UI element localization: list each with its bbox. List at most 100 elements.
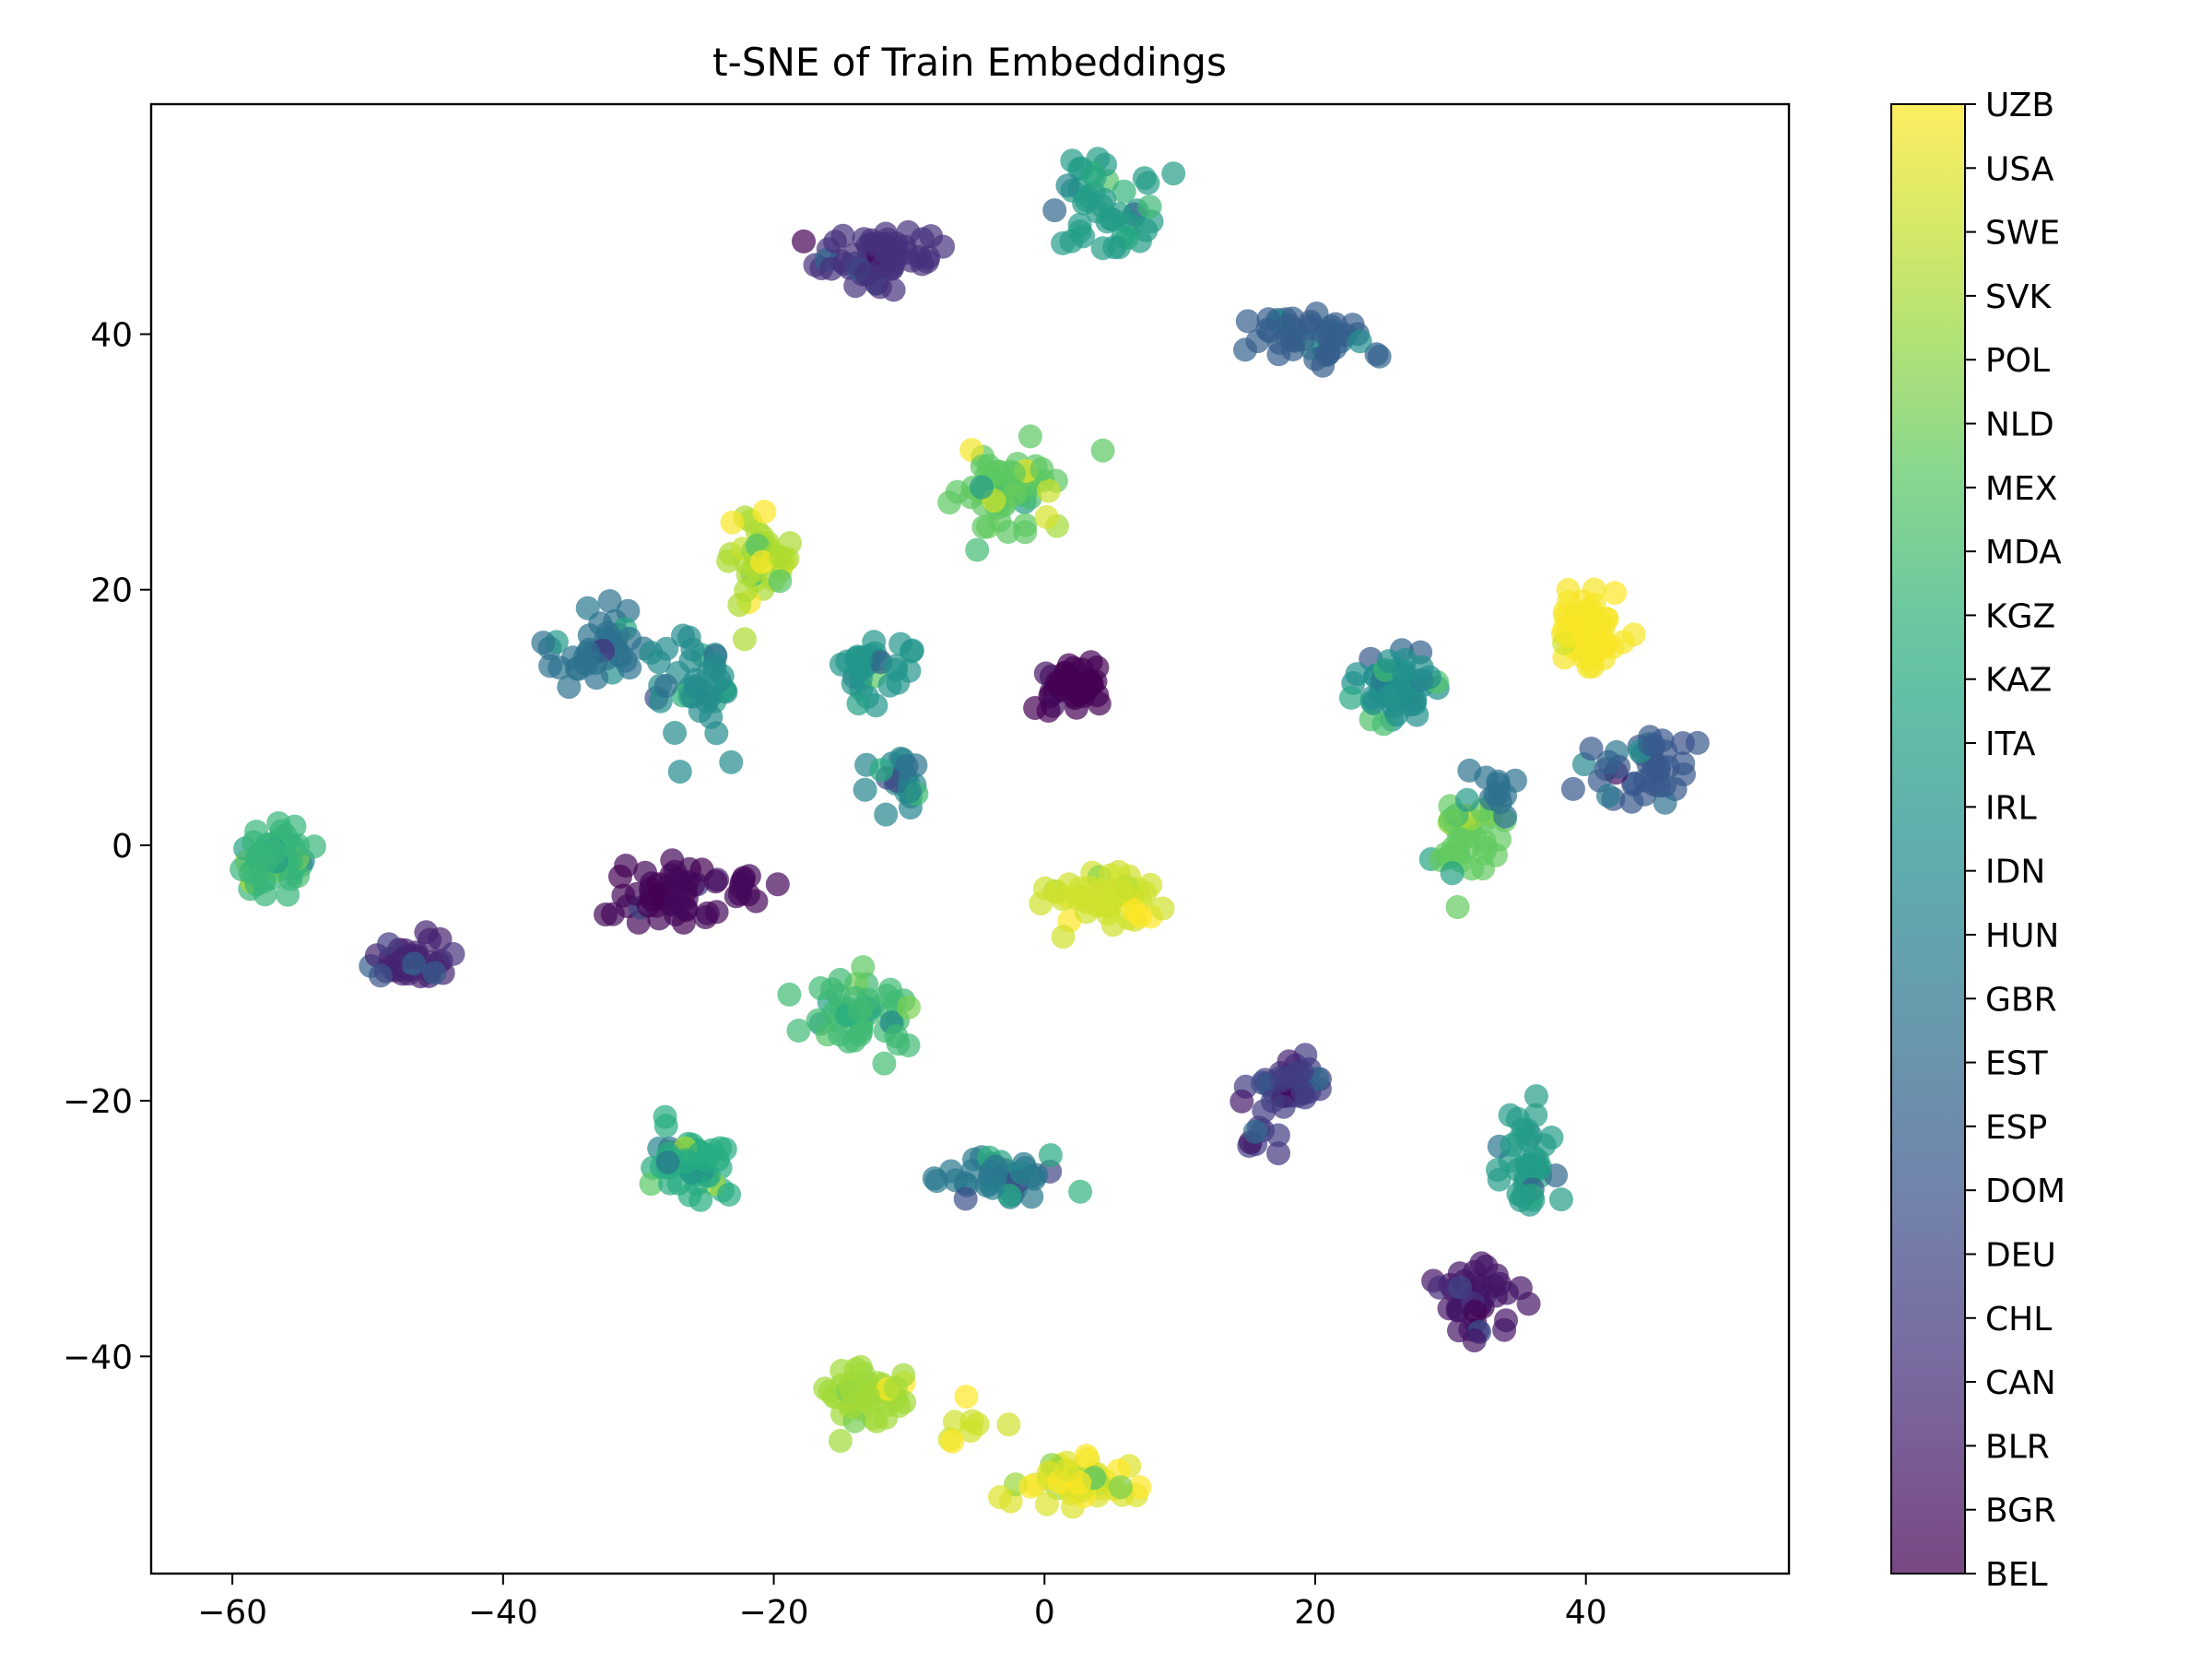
scatter-point: [1054, 1457, 1079, 1482]
scatter-point: [1384, 702, 1409, 727]
scatter-point: [1042, 198, 1067, 223]
scatter-point: [854, 261, 879, 286]
scatter-point: [266, 811, 291, 835]
scatter-point: [1250, 1070, 1275, 1095]
scatter-point: [1486, 1158, 1510, 1182]
scatter-point: [376, 932, 401, 957]
scatter-point: [953, 1186, 978, 1211]
colorbar-label: USA: [1985, 150, 2054, 188]
scatter-point: [1409, 655, 1434, 679]
scatter-point: [970, 475, 994, 500]
scatter-point: [692, 1148, 717, 1173]
scatter-point: [915, 249, 940, 274]
colorbar-label: DOM: [1985, 1173, 2065, 1210]
scatter-point: [1457, 758, 1482, 783]
scatter-point: [1448, 1275, 1473, 1300]
scatter-point: [1560, 776, 1585, 801]
scatter-point: [1085, 655, 1110, 680]
x-tick-label: −60: [197, 1594, 267, 1632]
scatter-point: [1594, 607, 1619, 631]
scatter-point: [1524, 1103, 1548, 1127]
scatter-point: [1065, 673, 1089, 698]
scatter-point: [856, 1384, 881, 1409]
scatter-point: [1090, 438, 1115, 463]
scatter-point: [775, 547, 800, 571]
scatter-point: [940, 1429, 965, 1454]
scatter-point: [896, 219, 921, 244]
scatter-point: [422, 961, 447, 985]
scatter-point: [894, 754, 919, 779]
y-axis: −40 −20 0 20 40: [63, 316, 151, 1376]
scatter-point: [1446, 827, 1471, 852]
scatter-point: [671, 623, 695, 648]
y-tick-label: 0: [112, 828, 133, 866]
scatter-point: [1672, 762, 1696, 786]
colorbar-label: HUN: [1985, 917, 2059, 955]
scatter-point: [853, 777, 877, 802]
colorbar-label: BGR: [1985, 1492, 2056, 1530]
scatter-point: [1074, 1444, 1099, 1468]
scatter-point: [1051, 925, 1076, 949]
scatter-point: [1522, 1145, 1547, 1170]
scatter-point: [653, 673, 678, 698]
scatter-point: [1595, 784, 1620, 808]
scatter-point: [1036, 699, 1061, 723]
x-tick-label: 40: [1565, 1594, 1607, 1632]
colorbar-label: MEX: [1985, 470, 2057, 508]
plot-frame: [149, 102, 1791, 1575]
scatter-point: [1463, 1299, 1488, 1324]
scatter-point: [1493, 804, 1518, 829]
scatter-point: [1094, 894, 1119, 919]
colorbar-label: GBR: [1985, 981, 2057, 1019]
scatter-point: [874, 802, 899, 827]
scatter-point: [688, 1187, 713, 1212]
scatter-point: [276, 882, 300, 907]
scatter-point: [1671, 731, 1695, 756]
colorbar-label: IDN: [1985, 854, 2045, 891]
scatter-point: [608, 864, 632, 889]
scatter-point: [538, 654, 563, 678]
scatter-point: [1641, 733, 1666, 758]
scatter-point: [1102, 235, 1127, 260]
scatter-point: [702, 653, 727, 678]
colorbar-label: NLD: [1985, 407, 2054, 444]
scatter-point: [1036, 478, 1061, 503]
scatter-point: [859, 228, 884, 253]
scatter-point: [1462, 1328, 1487, 1353]
scatter-point: [695, 901, 720, 926]
scatter-point: [1503, 768, 1527, 793]
scatter-point: [752, 500, 777, 524]
scatter-point: [851, 955, 876, 980]
scatter-point: [597, 589, 622, 614]
scatter-point: [1556, 623, 1581, 648]
scatter-point: [727, 593, 752, 618]
scatter-point: [1580, 643, 1605, 668]
x-tick-label: 20: [1294, 1594, 1336, 1632]
scatter-point: [899, 639, 924, 664]
colorbar-label: SVK: [1985, 278, 2052, 316]
scatter-point: [732, 627, 757, 652]
scatter-point: [1553, 604, 1578, 629]
scatter-point: [884, 1024, 909, 1049]
scatter-point: [1018, 1163, 1043, 1188]
scatter-point: [1003, 482, 1027, 507]
scatter-point: [717, 1182, 742, 1207]
scatter-point: [996, 1412, 1021, 1437]
colorbar-label: CHL: [1985, 1301, 2052, 1339]
scatter-point: [1082, 165, 1107, 190]
colorbar-label: KAZ: [1985, 662, 2052, 700]
scatter-point: [1487, 781, 1512, 806]
scatter-point: [1280, 306, 1305, 331]
scatter-point: [865, 1409, 888, 1433]
scatter-point: [1112, 179, 1136, 204]
scatter-point: [846, 691, 871, 716]
scatter-point: [531, 631, 556, 655]
scatter-point: [965, 537, 990, 562]
scatter-point: [1071, 224, 1096, 249]
scatter-point: [1256, 307, 1281, 332]
colorbar-label: KGZ: [1985, 597, 2055, 635]
scatter-point: [883, 1375, 908, 1400]
scatter-point: [441, 941, 465, 966]
scatter-point: [1345, 662, 1370, 687]
